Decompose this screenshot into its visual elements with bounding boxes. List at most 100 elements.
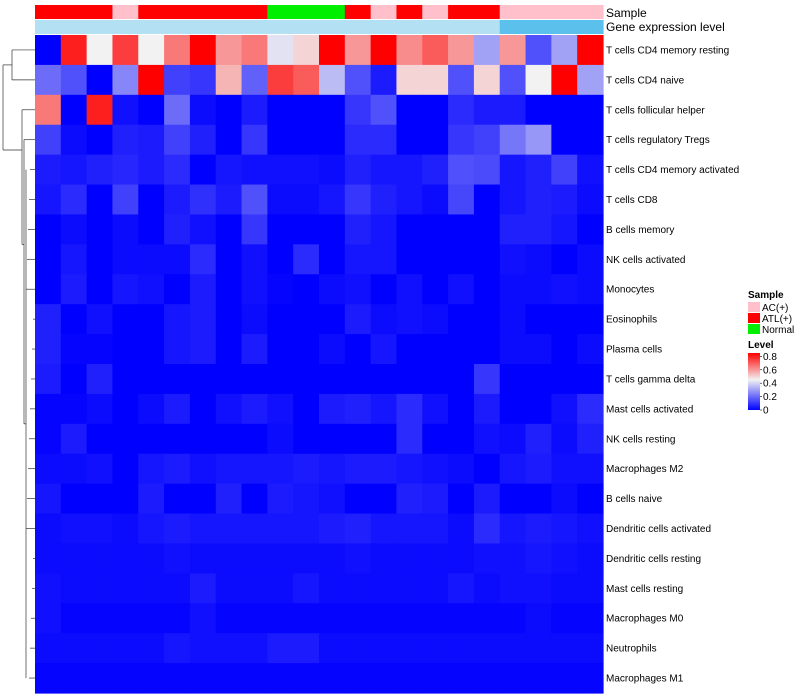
heatmap-cell: [448, 244, 475, 275]
heatmap-cell: [112, 64, 139, 96]
heatmap-cell: [319, 35, 346, 66]
heatmap-cell: [35, 573, 62, 604]
row-label: Eosinophils: [606, 315, 657, 326]
heatmap-cell: [112, 423, 139, 455]
heatmap-cell: [422, 483, 449, 515]
gene-annotation-cell: [164, 20, 191, 34]
heatmap-cell: [215, 513, 243, 545]
heatmap-cell: [448, 573, 475, 604]
heatmap-cell: [267, 35, 294, 66]
level-tick-label: 0: [763, 406, 769, 417]
annotation-label-gene-expression: Gene expression level: [606, 20, 725, 34]
heatmap-cell: [422, 214, 449, 245]
heatmap-cell: [241, 184, 268, 216]
heatmap-cell: [138, 184, 165, 216]
heatmap-cell: [422, 573, 449, 604]
heatmap-cell: [112, 35, 139, 66]
heatmap-cell: [293, 94, 320, 126]
heatmap-cell: [499, 543, 527, 574]
heatmap-cell: [138, 453, 165, 485]
heatmap-cell: [189, 274, 217, 305]
heatmap-cell: [577, 543, 604, 574]
heatmap-cell: [499, 124, 527, 156]
heatmap-cell: [396, 453, 423, 485]
heatmap-cell: [577, 423, 604, 455]
heatmap-cell: [293, 184, 320, 216]
heatmap-cell: [422, 603, 449, 634]
heatmap-cell: [241, 124, 268, 156]
sample-annotation-cell: [267, 5, 294, 19]
heatmap-cell: [319, 633, 346, 664]
heatmap-cell: [577, 274, 604, 305]
heatmap-cell: [35, 124, 62, 156]
heatmap-cell: [293, 423, 320, 455]
heatmap-cell: [138, 633, 165, 664]
gene-annotation-cell: [319, 20, 346, 34]
heatmap-cell: [473, 513, 501, 545]
heatmap-cell: [422, 94, 449, 126]
heatmap-cell: [499, 453, 527, 485]
heatmap-cell: [86, 364, 114, 395]
heatmap-cell: [215, 393, 243, 425]
heatmap-cell: [319, 423, 346, 455]
heatmap-cell: [86, 214, 114, 245]
gene-annotation-cell: [396, 20, 423, 34]
row-label: Monocytes: [606, 285, 654, 296]
heatmap-cell: [164, 423, 191, 455]
heatmap-cell: [422, 663, 449, 694]
heatmap-cell: [577, 364, 604, 395]
heatmap-cell: [448, 663, 475, 694]
heatmap-cell: [448, 184, 475, 216]
heatmap-cell: [241, 274, 268, 305]
sample-annotation-cell: [112, 5, 139, 19]
heatmap-cell: [396, 393, 423, 425]
heatmap-cell: [215, 274, 243, 305]
heatmap-cell: [35, 64, 62, 96]
heatmap-cell: [319, 124, 346, 156]
heatmap-cell: [448, 94, 475, 126]
heatmap-cell: [241, 364, 268, 395]
heatmap-cell: [189, 543, 217, 574]
heatmap-cell: [241, 64, 268, 96]
heatmap-cell: [35, 423, 62, 455]
heatmap-cell: [448, 483, 475, 515]
heatmap-cell: [577, 633, 604, 664]
heatmap-cell: [551, 663, 578, 694]
heatmap-cell: [525, 423, 552, 455]
heatmap-cell: [60, 603, 88, 634]
heatmap-cell: [189, 483, 217, 515]
heatmap-cell: [551, 304, 578, 335]
heatmap-cell: [577, 663, 604, 694]
heatmap-cell: [241, 513, 268, 545]
heatmap-cell: [370, 274, 398, 305]
heatmap-cell: [499, 513, 527, 545]
heatmap-cell: [473, 94, 501, 126]
heatmap-cell: [396, 214, 423, 245]
heatmap-cell: [112, 393, 139, 425]
heatmap-cell: [344, 603, 372, 634]
heatmap-cell: [577, 214, 604, 245]
row-label: Dendritic cells resting: [606, 554, 701, 565]
heatmap-cell: [189, 35, 217, 66]
heatmap-cell: [164, 64, 191, 96]
heatmap-cell: [35, 453, 62, 485]
heatmap-cell: [319, 513, 346, 545]
heatmap-cell: [525, 304, 552, 335]
heatmap-cell: [215, 64, 243, 96]
heatmap-cell: [267, 214, 294, 245]
heatmap-cell: [215, 334, 243, 365]
heatmap-cell: [577, 393, 604, 425]
heatmap-cell: [525, 274, 552, 305]
heatmap-cell: [525, 64, 552, 96]
heatmap-cell: [525, 663, 552, 694]
heatmap-cell: [551, 423, 578, 455]
heatmap-cell: [267, 94, 294, 126]
heatmap-cell: [370, 94, 398, 126]
heatmap-cell: [112, 304, 139, 335]
heatmap-cell: [577, 603, 604, 634]
heatmap-cell: [35, 94, 62, 126]
heatmap-cell: [112, 513, 139, 545]
level-tick-label: 0.4: [763, 379, 777, 390]
heatmap-cell: [473, 633, 501, 664]
heatmap-cell: [189, 304, 217, 335]
